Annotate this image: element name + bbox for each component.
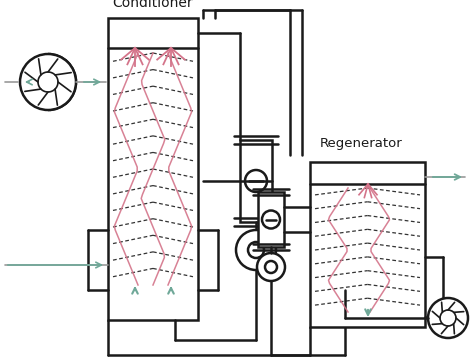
Circle shape — [265, 261, 277, 273]
Bar — [240, 140, 272, 222]
Circle shape — [257, 253, 285, 281]
Bar — [310, 162, 425, 327]
Circle shape — [236, 230, 276, 270]
Text: Regenerator: Regenerator — [320, 137, 403, 150]
Circle shape — [440, 310, 456, 326]
Circle shape — [428, 298, 468, 338]
Circle shape — [262, 210, 280, 228]
Text: Conditioner: Conditioner — [113, 0, 193, 10]
Bar — [258, 192, 284, 247]
Circle shape — [245, 170, 267, 192]
Circle shape — [20, 54, 76, 110]
Circle shape — [38, 72, 58, 92]
Bar — [108, 18, 198, 320]
Circle shape — [248, 242, 264, 258]
